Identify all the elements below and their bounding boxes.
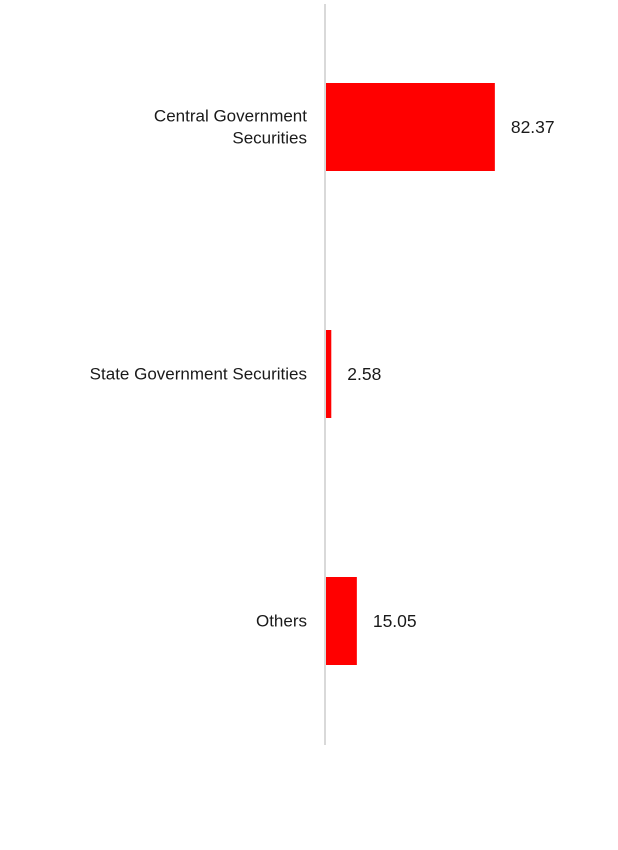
category-label-1-line-0: State Government Securities <box>90 365 307 384</box>
bar-0 <box>326 83 495 171</box>
value-label-0: 82.37 <box>511 117 555 137</box>
value-labels-group: 82.37 2.58 15.05 <box>347 117 554 631</box>
category-label-2-line-0: Others <box>256 612 307 631</box>
value-label-2: 15.05 <box>373 611 417 631</box>
category-label-0: Central Government Securities <box>154 107 307 148</box>
bar-1 <box>326 330 332 418</box>
category-label-1: State Government Securities <box>90 365 307 384</box>
bars-group <box>326 83 495 665</box>
category-label-0-line-1: Securities <box>232 129 307 148</box>
category-label-0-line-0: Central Government <box>154 107 307 126</box>
bar-2 <box>326 577 357 665</box>
value-label-1: 2.58 <box>347 364 381 384</box>
category-label-2: Others <box>256 612 307 631</box>
category-labels-group: Central Government Securities State Govern… <box>90 107 308 631</box>
